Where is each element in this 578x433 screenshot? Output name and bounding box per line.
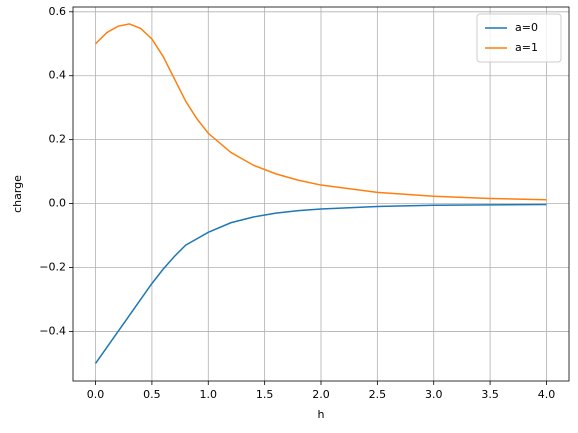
y-tick-label: 0.0: [49, 197, 67, 210]
y-tick-label: 0.4: [49, 69, 67, 82]
plot-frame: [72, 6, 570, 382]
y-tick-label: 0.2: [49, 133, 67, 146]
x-tick-label: 4.0: [538, 388, 556, 401]
y-tick-label: −0.4: [39, 324, 66, 337]
legend-box: [476, 13, 562, 63]
y-tick-label: 0.6: [49, 5, 67, 18]
line-series: [94, 203, 547, 364]
y-tick-label: −0.2: [39, 261, 66, 274]
legend-label: a=1: [515, 41, 538, 54]
x-tick-label: 2.5: [369, 388, 387, 401]
y-axis-label: charge: [11, 175, 24, 213]
line-series: [95, 23, 547, 201]
x-tick-label: 1.0: [200, 388, 218, 401]
x-tick-label: 3.5: [481, 388, 499, 401]
x-tick-label: 1.5: [256, 388, 274, 401]
x-tick-label: 0.0: [87, 388, 105, 401]
x-tick-label: 0.5: [143, 388, 161, 401]
x-tick-label: 3.0: [425, 388, 443, 401]
x-axis-label: h: [318, 408, 325, 421]
x-tick-label: 2.0: [312, 388, 330, 401]
legend-label: a=0: [515, 21, 538, 34]
